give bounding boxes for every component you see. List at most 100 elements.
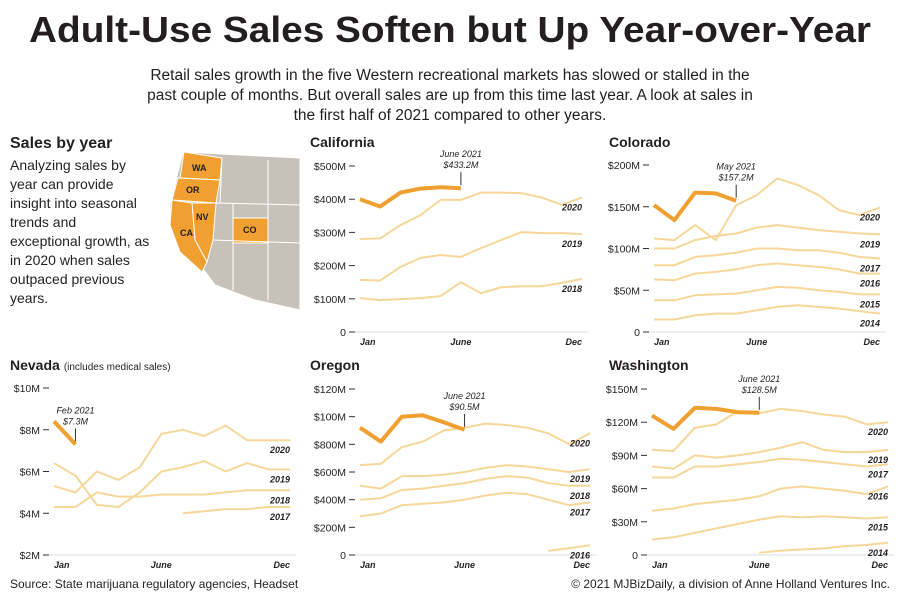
y-tick-label: $200M (314, 522, 346, 534)
x-tick-label: Jan (654, 337, 670, 347)
line (359, 491, 591, 518)
sidebar-line: outpaced previous (10, 271, 124, 287)
line (651, 485, 889, 512)
line (359, 422, 591, 467)
x-tick-label: Dec (871, 560, 888, 570)
line (651, 407, 889, 452)
map-label: WA (192, 163, 207, 173)
y-tick-label: $800M (314, 439, 346, 451)
panel-title: Washington (609, 357, 689, 373)
series-label: 2015 (859, 299, 881, 309)
annotation: May 2021 (716, 162, 756, 172)
annotation: June 2021 (443, 391, 486, 401)
panel-subtitle: (includes medical sales) (64, 362, 171, 373)
source: Source: State marijuana regulatory agenc… (10, 577, 299, 591)
line (654, 224, 881, 250)
y-tick-label: $100M (314, 412, 346, 424)
subtitle-line: past couple of months. But overall sales… (147, 87, 753, 104)
line (182, 506, 290, 515)
series-label: 2017 (859, 264, 881, 274)
y-tick-label: $60M (612, 484, 638, 496)
y-tick-label: $120M (314, 384, 346, 396)
y-tick-label: 0 (632, 550, 638, 562)
x-tick-label: June (151, 560, 172, 570)
panel-title: California (310, 134, 375, 150)
line (651, 515, 889, 541)
y-tick-label: $200M (608, 160, 640, 172)
y-tick-label: $50M (614, 285, 640, 297)
line-highlight (652, 190, 737, 223)
series-label: 2020 (859, 213, 880, 223)
x-tick-label: June (450, 337, 471, 347)
map-label: NV (196, 212, 209, 222)
line (359, 464, 591, 490)
x-tick-label: Jan (54, 560, 70, 570)
panel-title: Colorado (609, 134, 670, 150)
sidebar-line: insight into seasonal (10, 195, 137, 211)
series-label: 2014 (859, 319, 880, 329)
line (653, 177, 881, 242)
sidebar-line: Analyzing sales by (10, 157, 126, 173)
y-tick-label: $120M (606, 417, 638, 429)
y-tick-label: $200M (314, 261, 346, 273)
y-tick-label: $30M (612, 517, 638, 529)
series-label: 2017 (569, 507, 591, 517)
series-label: 2019 (569, 474, 590, 484)
series-label: 2018 (561, 284, 582, 294)
line (652, 457, 889, 479)
x-tick-label: Jan (360, 560, 376, 570)
sidebar-line: exceptional growth, as (10, 233, 149, 249)
series-label: 2019 (561, 239, 582, 249)
line (359, 231, 583, 282)
y-tick-label: $150M (608, 202, 640, 214)
x-tick-label: Dec (573, 560, 590, 570)
panel-title: Oregon (310, 357, 360, 373)
series-label: 2019 (269, 474, 290, 484)
series-label: 2016 (569, 550, 591, 560)
sidebar-title: Sales by year (10, 135, 112, 152)
line (653, 262, 880, 282)
annotation-value: $433.2M (442, 160, 479, 170)
series-label: 2014 (867, 548, 888, 558)
map: WA OR NV CA CO (169, 151, 301, 311)
y-tick-label: $4M (20, 508, 40, 520)
y-tick-label: $2M (20, 550, 40, 562)
annotation-value: $128.5M (741, 385, 778, 395)
y-tick-label: 0 (340, 327, 346, 339)
line (53, 460, 290, 508)
series-label: 2018 (569, 491, 590, 501)
y-tick-label: $150M (606, 384, 638, 396)
y-tick-label: $6M (20, 467, 40, 479)
sidebar-line: in 2020 when sales (10, 252, 130, 268)
annotation: June 2021 (439, 149, 482, 159)
line (654, 304, 881, 321)
map-state (169, 199, 208, 273)
line (54, 489, 290, 508)
series-label: 2019 (859, 239, 880, 249)
series-label: 2020 (867, 427, 888, 437)
line (654, 285, 880, 302)
map-border (212, 157, 301, 300)
x-tick-label: Jan (360, 337, 376, 347)
line (759, 541, 889, 554)
map-label: CA (180, 228, 193, 238)
series-label: 2016 (859, 279, 881, 289)
line (548, 544, 591, 552)
series-label: 2020 (569, 438, 590, 448)
title: Adult-Use Sales Soften but Up Year-over-… (29, 9, 871, 50)
y-tick-label: $400M (314, 495, 346, 507)
y-tick-label: 0 (634, 327, 640, 339)
y-tick-label: $400M (314, 194, 346, 206)
sidebar-line: year can provide (10, 176, 114, 192)
x-tick-label: June (749, 560, 770, 570)
y-tick-label: $100M (608, 244, 640, 256)
x-tick-label: Jan (652, 560, 668, 570)
series-label: 2017 (867, 469, 889, 479)
annotation-value: $157.2M (718, 173, 755, 183)
series-label: 2015 (867, 522, 889, 532)
credit: © 2021 MJBizDaily, a division of Anne Ho… (571, 577, 890, 591)
sidebar-line: years. (10, 290, 48, 306)
y-tick-label: $100M (314, 294, 346, 306)
sidebar-text: Analyzing sales by year can provide insi… (10, 157, 149, 306)
